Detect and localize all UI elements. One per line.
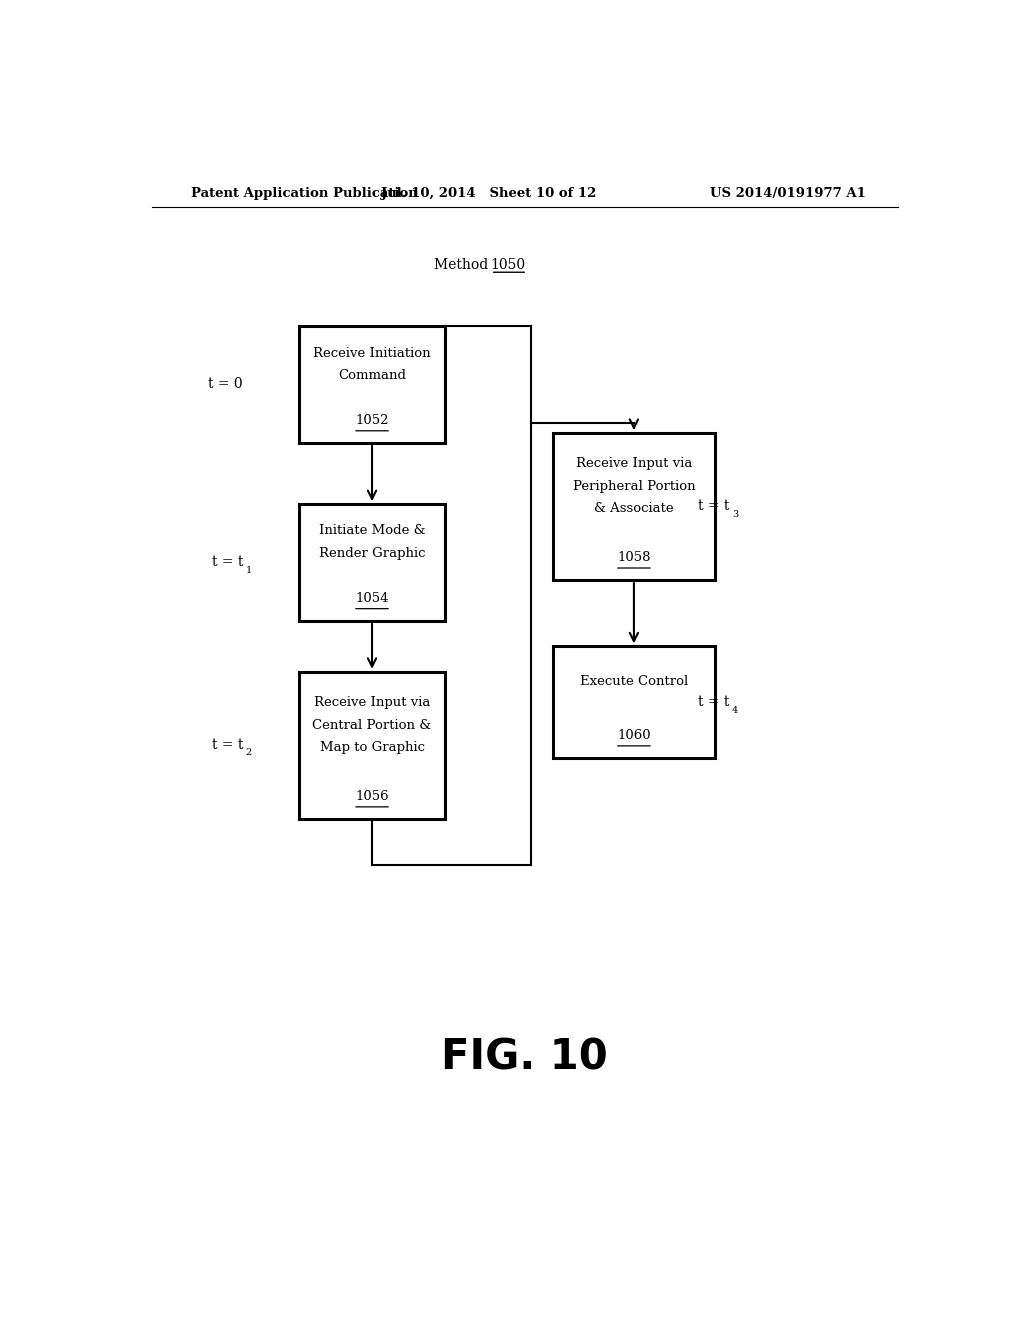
- Bar: [299, 504, 445, 620]
- Text: Initiate Mode &: Initiate Mode &: [318, 524, 425, 537]
- Text: & Associate: & Associate: [594, 502, 674, 515]
- Text: Render Graphic: Render Graphic: [318, 546, 425, 560]
- Text: 1058: 1058: [617, 552, 650, 565]
- Text: Peripheral Portion: Peripheral Portion: [572, 479, 695, 492]
- Text: 1060: 1060: [617, 729, 650, 742]
- Text: Method: Method: [433, 259, 493, 272]
- Text: 1054: 1054: [355, 591, 389, 605]
- Text: 4: 4: [732, 706, 738, 715]
- Text: 1052: 1052: [355, 414, 389, 428]
- Bar: [299, 326, 445, 444]
- Text: t = t: t = t: [698, 499, 729, 513]
- Text: Receive Input via: Receive Input via: [313, 696, 430, 709]
- Text: t = t: t = t: [212, 738, 243, 752]
- Text: FIG. 10: FIG. 10: [441, 1038, 608, 1078]
- Text: 3: 3: [732, 510, 738, 519]
- Text: 1: 1: [246, 565, 252, 574]
- Text: Patent Application Publication: Patent Application Publication: [191, 187, 418, 201]
- Bar: [553, 433, 715, 581]
- Text: Execute Control: Execute Control: [580, 676, 688, 688]
- Text: US 2014/0191977 A1: US 2014/0191977 A1: [711, 187, 866, 201]
- Bar: [553, 647, 715, 758]
- Text: 1056: 1056: [355, 791, 389, 803]
- Text: Receive Initiation: Receive Initiation: [313, 347, 431, 359]
- Text: t = t: t = t: [212, 554, 243, 569]
- Text: 2: 2: [246, 748, 252, 758]
- Text: Map to Graphic: Map to Graphic: [319, 741, 425, 754]
- Text: t = 0: t = 0: [209, 378, 243, 391]
- Text: Command: Command: [338, 368, 407, 381]
- Bar: [299, 672, 445, 818]
- Text: 1050: 1050: [490, 259, 525, 272]
- Text: Jul. 10, 2014   Sheet 10 of 12: Jul. 10, 2014 Sheet 10 of 12: [381, 187, 597, 201]
- Text: Receive Input via: Receive Input via: [575, 457, 692, 470]
- Text: t = t: t = t: [698, 696, 729, 709]
- Text: Central Portion &: Central Portion &: [312, 718, 431, 731]
